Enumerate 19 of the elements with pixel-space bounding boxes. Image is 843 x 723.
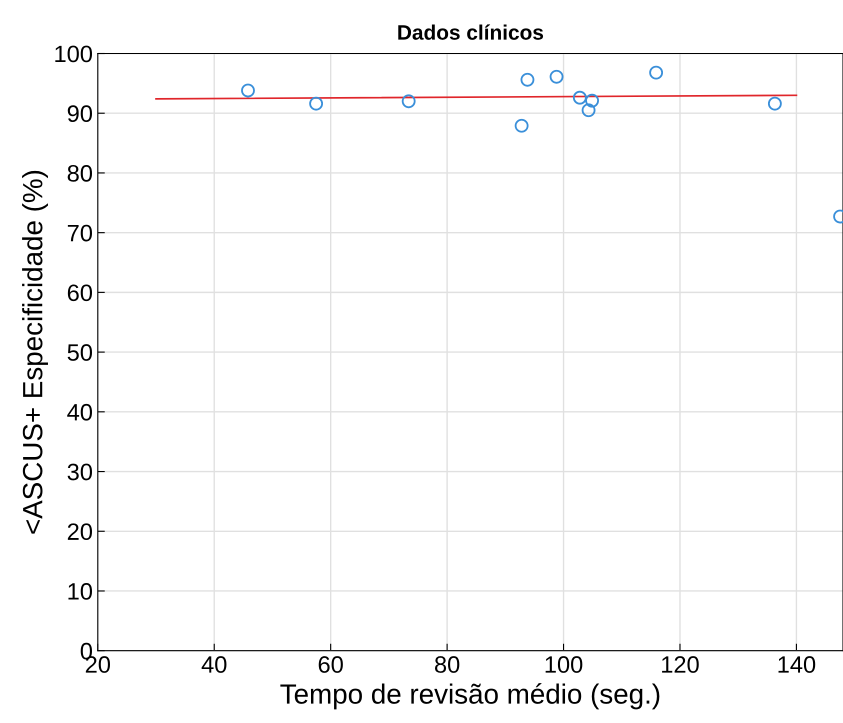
x-tick-label: 40 xyxy=(202,656,226,673)
x-tick-label: 60 xyxy=(318,656,343,673)
y-tick-label: 40 xyxy=(67,404,92,421)
x-tick-label: 120 xyxy=(662,656,699,673)
y-tick-label: 70 xyxy=(68,224,92,242)
y-tick-label: 10 xyxy=(68,583,92,600)
y-tick-label: 90 xyxy=(68,105,92,122)
y-tick-label: 80 xyxy=(68,165,92,182)
x-tick-label: 100 xyxy=(546,656,582,673)
y-tick-label: 50 xyxy=(68,344,92,361)
x-axis-title: Tempo de revisão médio (seg.) xyxy=(280,683,660,710)
y-tick-label: 30 xyxy=(68,464,92,480)
x-tick-label: 140 xyxy=(778,656,816,673)
y-tick-label: 60 xyxy=(68,284,92,302)
chart-title: Dados clínicos xyxy=(398,24,544,40)
y-axis-title: <ASCUS+ Especificidade (%) xyxy=(22,170,48,534)
y-tick-label: 100 xyxy=(55,46,92,62)
x-tick-label: 80 xyxy=(435,656,460,673)
y-tick-label: 20 xyxy=(68,523,92,540)
